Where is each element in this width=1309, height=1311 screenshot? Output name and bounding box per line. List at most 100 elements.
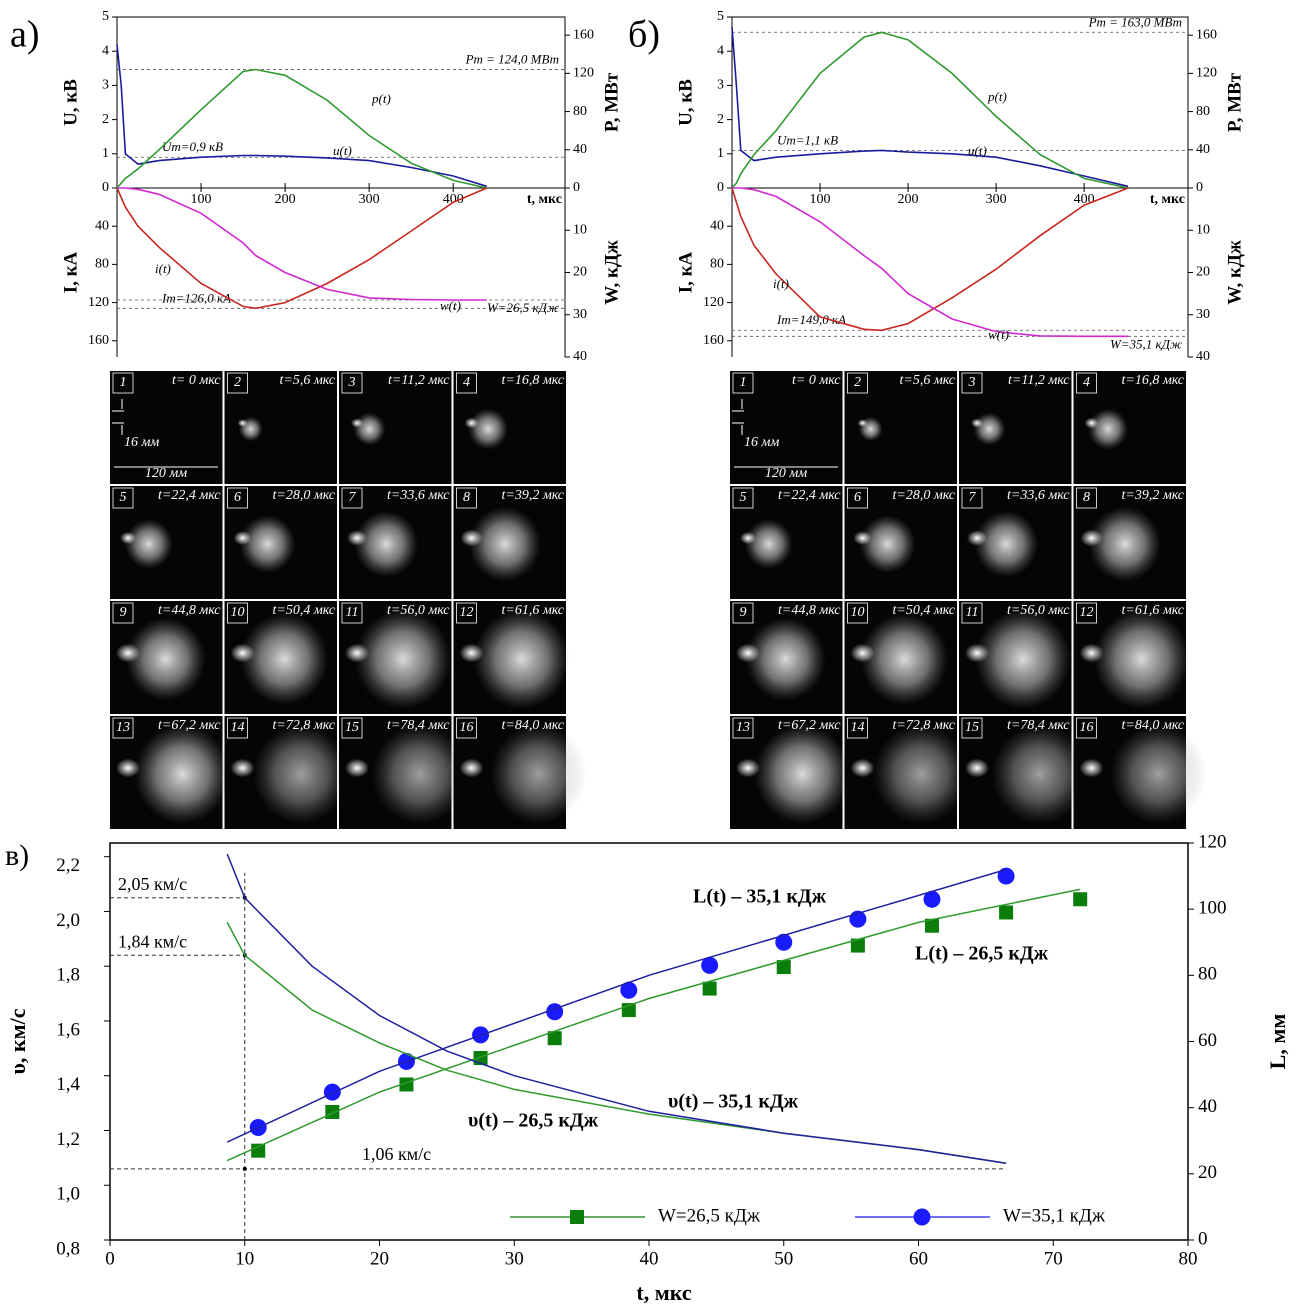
- y-tick-label: 40: [95, 218, 109, 233]
- frame-number-box: [847, 372, 868, 394]
- frame-time: t=11,2 мкс: [1008, 373, 1070, 388]
- photo-frame: 13 t=67,2 мкс: [730, 716, 851, 829]
- plume: [744, 519, 793, 569]
- annotation: L(t) – 35,1 кДж: [693, 886, 827, 908]
- peak-label: Im=149,0 кА: [776, 312, 846, 327]
- frame-time: t=39,2 мкс: [501, 488, 564, 503]
- y-tick-label: 1,2: [56, 1129, 80, 1150]
- series-line: [731, 187, 1129, 332]
- x-tick-label: 20: [370, 1248, 389, 1269]
- y2-tick-label: 100: [1198, 898, 1227, 919]
- photo-frame: 16 t=84,0 мкс: [453, 716, 587, 829]
- data-point: [547, 1031, 562, 1046]
- series-label: p(t): [371, 91, 391, 106]
- y-tick-label: 2,2: [56, 855, 80, 876]
- y-tick-label: 2,0: [56, 910, 80, 931]
- y2-tick-label: 30: [573, 307, 587, 322]
- series-line: [116, 187, 488, 310]
- x-tick-label: 300: [359, 192, 380, 207]
- series-line: [731, 27, 1129, 188]
- core: [850, 758, 875, 778]
- frame-time: t=16,8 мкс: [501, 373, 564, 388]
- photo-frame: 4 t=16,8 мкс: [1073, 371, 1186, 484]
- core: [459, 758, 484, 778]
- frame-number-box: [112, 372, 134, 394]
- photo-frame: 3 t=11,2 мкс: [339, 371, 452, 484]
- x-tick-label: 50: [774, 1248, 793, 1269]
- y2-tick-label: 20: [573, 265, 587, 280]
- core: [230, 643, 255, 663]
- plume: [473, 609, 570, 709]
- frame-number: 4: [463, 375, 470, 390]
- y-tick-label: 0,8: [56, 1238, 80, 1259]
- core: [459, 643, 484, 663]
- frame-time: t=39,2 мкс: [1121, 488, 1184, 503]
- frame-number: 9: [740, 605, 747, 620]
- frame-time: t=28,0 мкс: [892, 488, 955, 503]
- peak-label: Im=126,0 кА: [161, 290, 231, 305]
- y-tick-label: 120: [88, 295, 109, 310]
- y-tick-label: 3: [717, 78, 724, 93]
- scale-label: 120 мм: [145, 466, 187, 481]
- frame-number-box: [112, 487, 134, 509]
- frame-number-box: [961, 602, 983, 624]
- data-point: [325, 1104, 340, 1119]
- photo-frame: 5 t=22,4 мкс: [730, 486, 843, 599]
- y2-axis-label: W, кДж: [1224, 240, 1245, 305]
- frame-number: 2: [854, 375, 861, 390]
- legend-marker: [570, 1210, 584, 1224]
- series-line: [732, 187, 1129, 338]
- y2-tick-label: 20: [1196, 265, 1210, 280]
- frame-number: 3: [968, 375, 976, 390]
- y2-tick-label: 40: [1196, 142, 1210, 157]
- data-point: [323, 1083, 341, 1101]
- frame-time: t=84,0 мкс: [1121, 718, 1184, 733]
- legend-label: W=26,5 кДж: [658, 1205, 761, 1226]
- data-point: [776, 960, 791, 975]
- scale-label: 120 мм: [765, 466, 807, 481]
- peak-label: Pm = 163,0 МВт: [1088, 14, 1182, 29]
- scale-mark: [112, 399, 218, 468]
- y2-tick-label: 40: [573, 142, 587, 157]
- y-tick-label: 1,8: [56, 965, 80, 986]
- frame-number-box: [847, 602, 868, 624]
- scale-mark: [732, 399, 838, 468]
- frame-number: 2: [234, 375, 241, 390]
- frame-number-box: [1076, 372, 1097, 394]
- reference-label: 2,05 км/с: [118, 874, 187, 894]
- frame-number: 12: [1080, 605, 1094, 620]
- x-tick-label: 10: [235, 1248, 254, 1269]
- y2-tick-label: 40: [1196, 349, 1210, 364]
- data-point: [1073, 892, 1088, 907]
- frame-number: 14: [851, 720, 865, 735]
- peak-label: W=35,1 кДж: [1110, 336, 1182, 351]
- core: [736, 758, 760, 778]
- data-point: [923, 890, 941, 908]
- photo-frame: 15 t=78,4 мкс: [959, 716, 1088, 829]
- core: [230, 758, 255, 778]
- frame-number-box: [456, 372, 477, 394]
- core: [345, 643, 369, 663]
- plume: [860, 613, 949, 705]
- y2-axis-label: W, кДж: [601, 240, 622, 305]
- photo-frame: 4 t=16,8 мкс: [453, 371, 566, 484]
- core: [965, 758, 989, 778]
- plume: [371, 724, 468, 824]
- y-tick-label: 5: [717, 9, 724, 24]
- core: [857, 419, 868, 427]
- frame-number-box: [847, 487, 868, 509]
- frame-number-box: [227, 487, 248, 509]
- plume: [1088, 408, 1129, 450]
- y2-tick-label: 10: [1196, 222, 1210, 237]
- frame-time: t=61,6 мкс: [1121, 603, 1184, 618]
- frame-number: 5: [740, 490, 747, 505]
- frame-number: 13: [116, 720, 130, 735]
- frame-number: 9: [120, 605, 127, 620]
- y-axis-label: υ, км/с: [5, 1008, 30, 1074]
- y-tick-label: 120: [703, 295, 724, 310]
- frame-number-box: [227, 602, 248, 624]
- panel-label: в): [5, 839, 29, 872]
- y2-tick-label: 40: [573, 349, 587, 364]
- frame-number-box: [112, 602, 134, 624]
